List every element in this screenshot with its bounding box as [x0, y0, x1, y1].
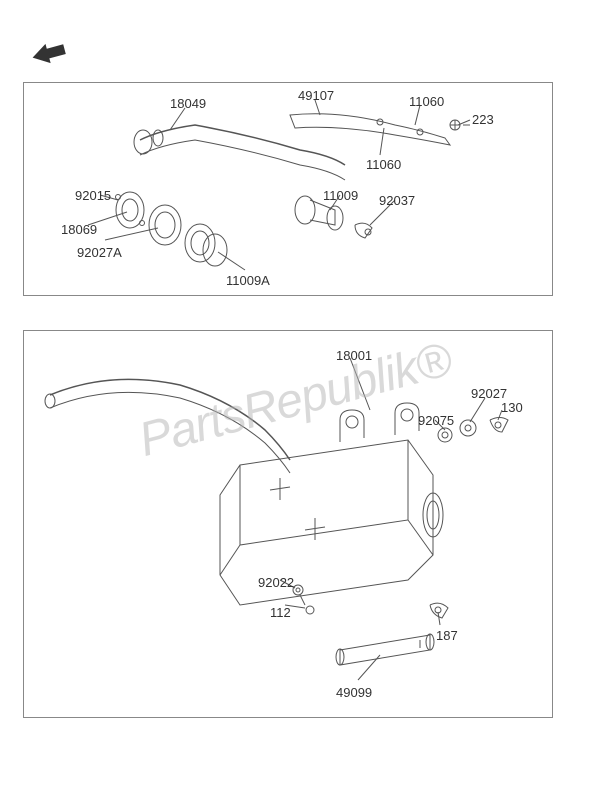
label-112: 112 — [270, 605, 291, 620]
label-130: 130 — [501, 400, 523, 415]
label-92022: 92022 — [258, 575, 294, 590]
label-187: 187 — [436, 628, 458, 643]
label-11009: 11009 — [323, 188, 358, 203]
label-11060-a: 11060 — [409, 94, 444, 109]
label-11009A: 11009A — [226, 273, 270, 288]
label-92027: 92027 — [471, 386, 507, 401]
label-18069: 18069 — [61, 222, 97, 237]
label-11060-b: 11060 — [366, 157, 401, 172]
label-92075: 92075 — [418, 413, 454, 428]
label-92027A: 92027A — [77, 245, 122, 260]
label-92015: 92015 — [75, 188, 111, 203]
label-18001: 18001 — [336, 348, 372, 363]
label-49099: 49099 — [336, 685, 372, 700]
label-49107: 49107 — [298, 88, 334, 103]
label-92037: 92037 — [379, 193, 415, 208]
label-223: 223 — [472, 112, 494, 127]
diagram-container: 18049 49107 11060 223 11060 92015 18069 … — [0, 0, 589, 799]
label-18049: 18049 — [170, 96, 206, 111]
